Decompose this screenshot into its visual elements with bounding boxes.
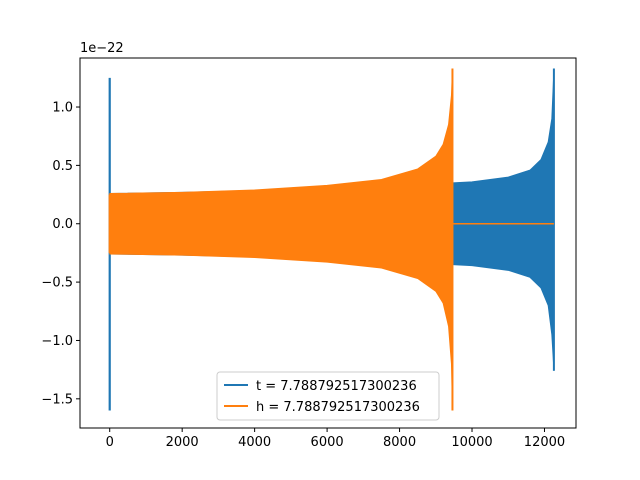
x-tick-label: 8000 [383, 435, 416, 450]
x-tick-label: 2000 [166, 435, 199, 450]
x-axis: 0 2000 4000 6000 8000 10000 12000 [106, 428, 565, 450]
y-axis: −1.5 −1.0 −0.5 0.0 0.5 1.0 [41, 101, 80, 407]
plot-area [108, 68, 555, 411]
legend-label-h: h = 7.788792517300236 [256, 400, 420, 415]
x-tick-label: 12000 [524, 435, 565, 450]
x-tick-label: 0 [106, 435, 114, 450]
legend-label-t: t = 7.788792517300236 [256, 379, 417, 394]
y-tick-label: −1.0 [41, 334, 73, 349]
y-offset-label: 1e−22 [80, 41, 124, 56]
y-tick-label: −1.5 [41, 392, 73, 407]
y-tick-label: 1.0 [52, 101, 73, 116]
y-tick-label: 0.0 [52, 217, 73, 232]
legend: t = 7.788792517300236 h = 7.788792517300… [216, 371, 440, 421]
x-tick-label: 10000 [451, 435, 492, 450]
axes-frame [79, 57, 577, 429]
x-tick-label: 4000 [238, 435, 271, 450]
x-tick-label: 6000 [311, 435, 344, 450]
y-tick-label: 0.5 [52, 159, 73, 174]
legend-box [216, 371, 440, 421]
y-tick-label: −0.5 [41, 276, 73, 291]
